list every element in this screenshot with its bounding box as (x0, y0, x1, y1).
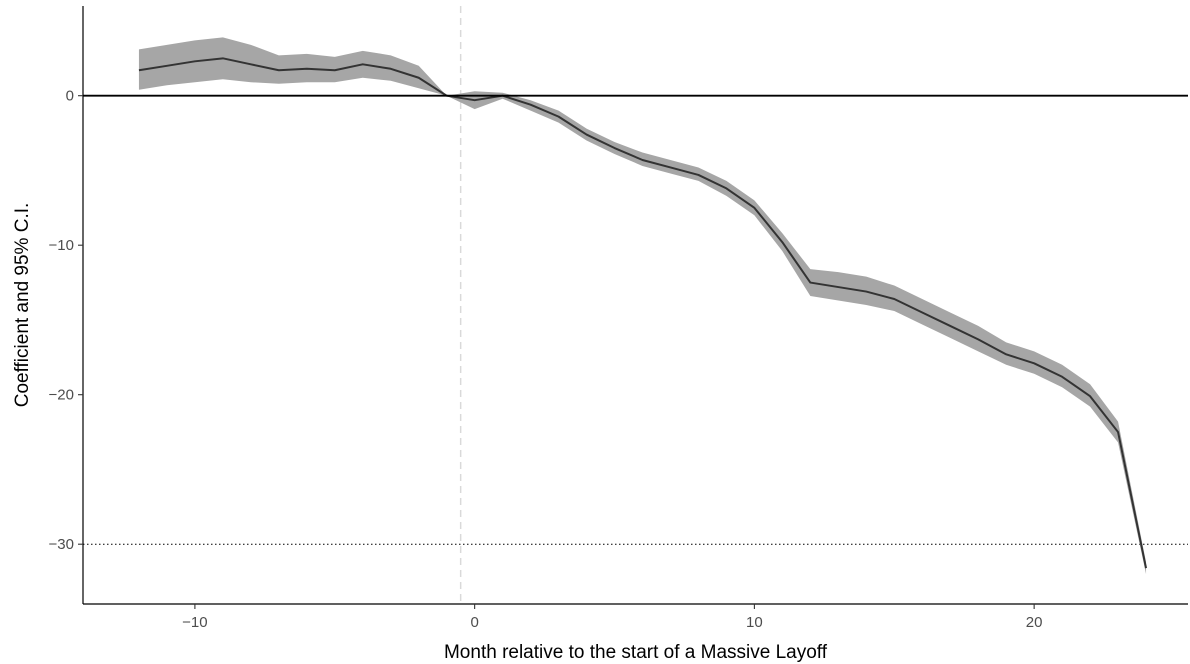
y-tick-label: 0 (66, 88, 74, 105)
coefficient-line-layer (138, 57, 1148, 569)
x-tick-label: −10 (182, 614, 207, 631)
tick-marks: −10 0 10 20 0 −10 −20 −30 (49, 88, 1043, 631)
confidence-band-layer (138, 37, 1147, 575)
x-tick-label: 10 (746, 614, 763, 631)
reference-lines (83, 6, 1188, 604)
y-tick-label: −10 (49, 237, 74, 254)
y-tick-label: −20 (49, 387, 74, 404)
confidence-band (138, 37, 1147, 575)
y-tick-label: −30 (49, 536, 74, 553)
y-axis-title: Coefficient and 95% C.I. (12, 203, 33, 408)
x-tick-label: 0 (470, 614, 478, 631)
x-tick-label: 20 (1026, 614, 1043, 631)
x-axis-title: Month relative to the start of a Massive… (444, 642, 828, 663)
coefficient-line (138, 57, 1148, 569)
axes (82, 6, 1188, 605)
